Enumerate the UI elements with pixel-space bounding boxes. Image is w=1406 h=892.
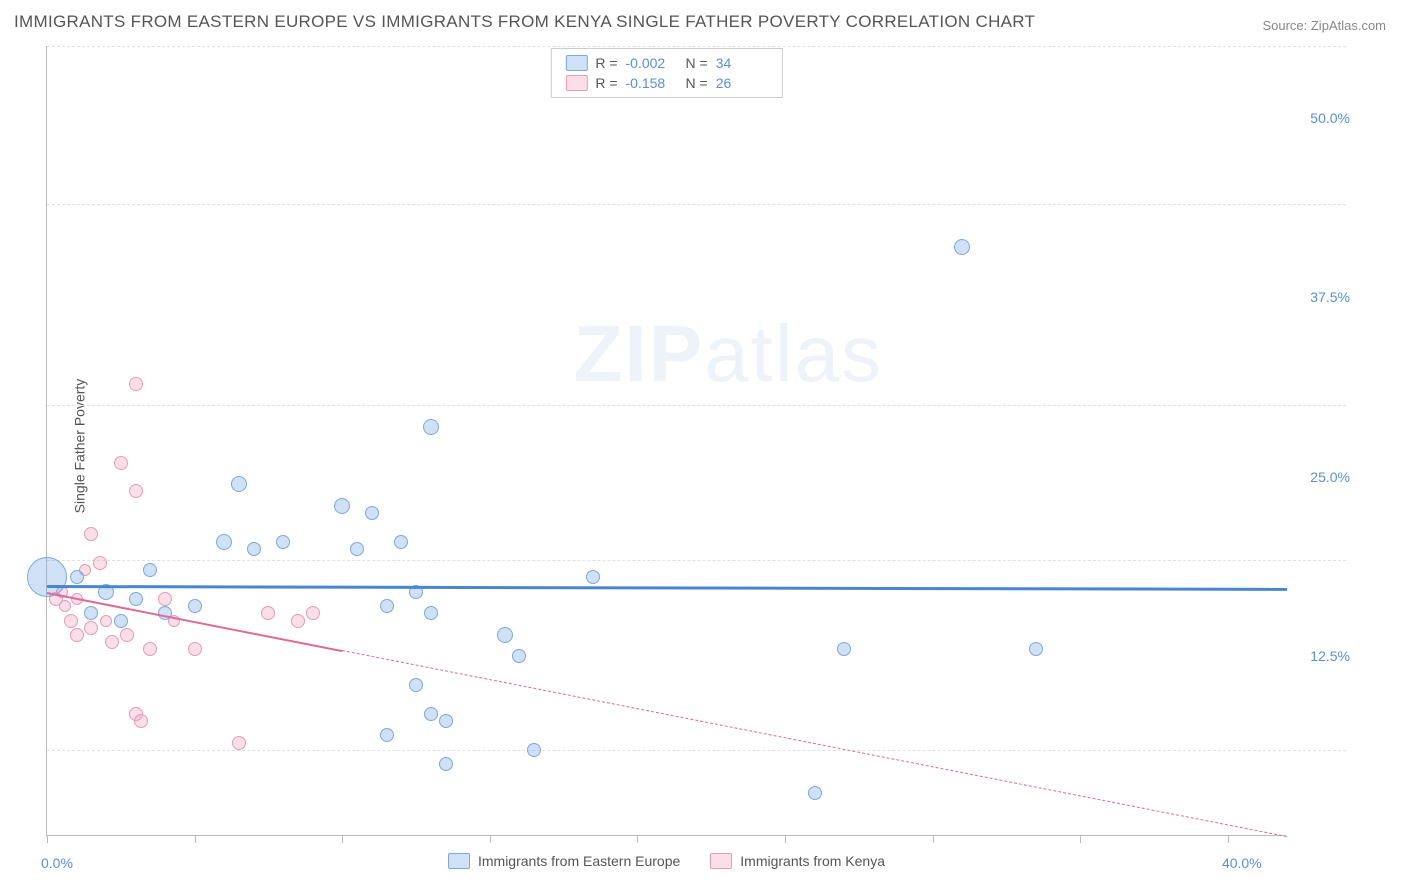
x-tick xyxy=(785,835,786,843)
y-axis-value: 25.0% xyxy=(1310,469,1350,485)
chart-title: IMMIGRANTS FROM EASTERN EUROPE VS IMMIGR… xyxy=(14,12,1035,32)
watermark-zip: ZIP xyxy=(574,309,704,398)
data-point-blue xyxy=(527,743,541,757)
legend-item-blue: Immigrants from Eastern Europe xyxy=(448,853,680,869)
legend-row-blue: R = -0.002 N = 34 xyxy=(565,55,767,71)
data-point-pink xyxy=(70,628,84,642)
data-point-pink xyxy=(84,527,98,541)
legend-label-pink: Immigrants from Kenya xyxy=(740,853,885,869)
y-axis-value: 50.0% xyxy=(1310,110,1350,126)
x-tick xyxy=(1080,835,1081,843)
x-tick xyxy=(47,835,48,843)
x-axis-value: 40.0% xyxy=(1222,855,1262,871)
gridline xyxy=(47,560,1346,561)
data-point-pink xyxy=(93,556,107,570)
data-point-blue xyxy=(350,542,364,556)
data-point-pink xyxy=(291,614,305,628)
legend-item-pink: Immigrants from Kenya xyxy=(710,853,885,869)
data-point-blue xyxy=(1029,642,1043,656)
data-point-pink xyxy=(129,377,143,391)
watermark-atlas: atlas xyxy=(704,309,883,398)
watermark: ZIPatlas xyxy=(574,308,883,400)
swatch-pink xyxy=(565,75,587,91)
swatch-blue xyxy=(565,55,587,71)
legend-label-blue: Immigrants from Eastern Europe xyxy=(478,853,680,869)
data-point-blue xyxy=(409,678,423,692)
data-point-blue xyxy=(84,606,98,620)
gridline xyxy=(47,46,1346,47)
gridline xyxy=(47,204,1346,205)
swatch-pink xyxy=(710,853,732,869)
data-point-pink xyxy=(129,484,143,498)
r-label: R = xyxy=(595,75,617,91)
data-point-pink xyxy=(64,614,78,628)
r-value-pink: -0.158 xyxy=(626,75,678,91)
data-point-blue xyxy=(334,498,350,514)
data-point-pink xyxy=(105,635,119,649)
data-point-blue xyxy=(837,642,851,656)
x-tick xyxy=(195,835,196,843)
data-point-blue xyxy=(231,476,247,492)
regression-line xyxy=(342,650,1287,837)
data-point-pink xyxy=(59,600,71,612)
data-point-blue xyxy=(586,570,600,584)
correlation-legend: R = -0.002 N = 34 R = -0.158 N = 26 xyxy=(550,48,782,98)
data-point-blue xyxy=(114,614,128,628)
n-label: N = xyxy=(686,75,708,91)
data-point-blue xyxy=(439,714,453,728)
data-point-pink xyxy=(158,592,172,606)
swatch-blue xyxy=(448,853,470,869)
data-point-blue xyxy=(424,707,438,721)
data-point-pink xyxy=(120,628,134,642)
data-point-blue xyxy=(216,534,232,550)
data-point-blue xyxy=(70,570,84,584)
data-point-blue xyxy=(954,239,970,255)
data-point-blue xyxy=(808,786,822,800)
x-tick xyxy=(490,835,491,843)
n-label: N = xyxy=(686,55,708,71)
data-point-blue xyxy=(423,419,439,435)
gridline xyxy=(47,750,1346,751)
data-point-pink xyxy=(306,606,320,620)
data-point-blue xyxy=(276,535,290,549)
data-point-pink xyxy=(188,642,202,656)
data-point-pink xyxy=(134,714,148,728)
n-value-blue: 34 xyxy=(716,55,768,71)
series-legend: Immigrants from Eastern Europe Immigrant… xyxy=(47,853,1286,869)
data-point-blue xyxy=(439,757,453,771)
data-point-blue xyxy=(512,649,526,663)
legend-row-pink: R = -0.158 N = 26 xyxy=(565,75,767,91)
data-point-pink xyxy=(232,736,246,750)
data-point-blue xyxy=(129,592,143,606)
x-tick xyxy=(342,835,343,843)
data-point-blue xyxy=(497,627,513,643)
r-label: R = xyxy=(595,55,617,71)
data-point-blue xyxy=(394,535,408,549)
data-point-pink xyxy=(84,621,98,635)
data-point-blue xyxy=(365,506,379,520)
data-point-blue xyxy=(188,599,202,613)
data-point-pink xyxy=(143,642,157,656)
x-tick xyxy=(1228,835,1229,843)
r-value-blue: -0.002 xyxy=(626,55,678,71)
x-tick xyxy=(637,835,638,843)
data-point-blue xyxy=(143,563,157,577)
data-point-blue xyxy=(247,542,261,556)
gridline xyxy=(47,405,1346,406)
x-tick xyxy=(933,835,934,843)
n-value-pink: 26 xyxy=(716,75,768,91)
data-point-pink xyxy=(114,456,128,470)
source-attribution: Source: ZipAtlas.com xyxy=(1262,18,1386,33)
x-axis-value: 0.0% xyxy=(41,855,73,871)
data-point-blue xyxy=(380,599,394,613)
data-point-pink xyxy=(100,615,112,627)
y-axis-value: 37.5% xyxy=(1310,289,1350,305)
y-axis-value: 12.5% xyxy=(1310,648,1350,664)
regression-line xyxy=(47,585,1287,591)
plot-area: ZIPatlas R = -0.002 N = 34 R = -0.158 N … xyxy=(46,46,1286,836)
data-point-pink xyxy=(261,606,275,620)
data-point-blue xyxy=(424,606,438,620)
data-point-blue xyxy=(380,728,394,742)
